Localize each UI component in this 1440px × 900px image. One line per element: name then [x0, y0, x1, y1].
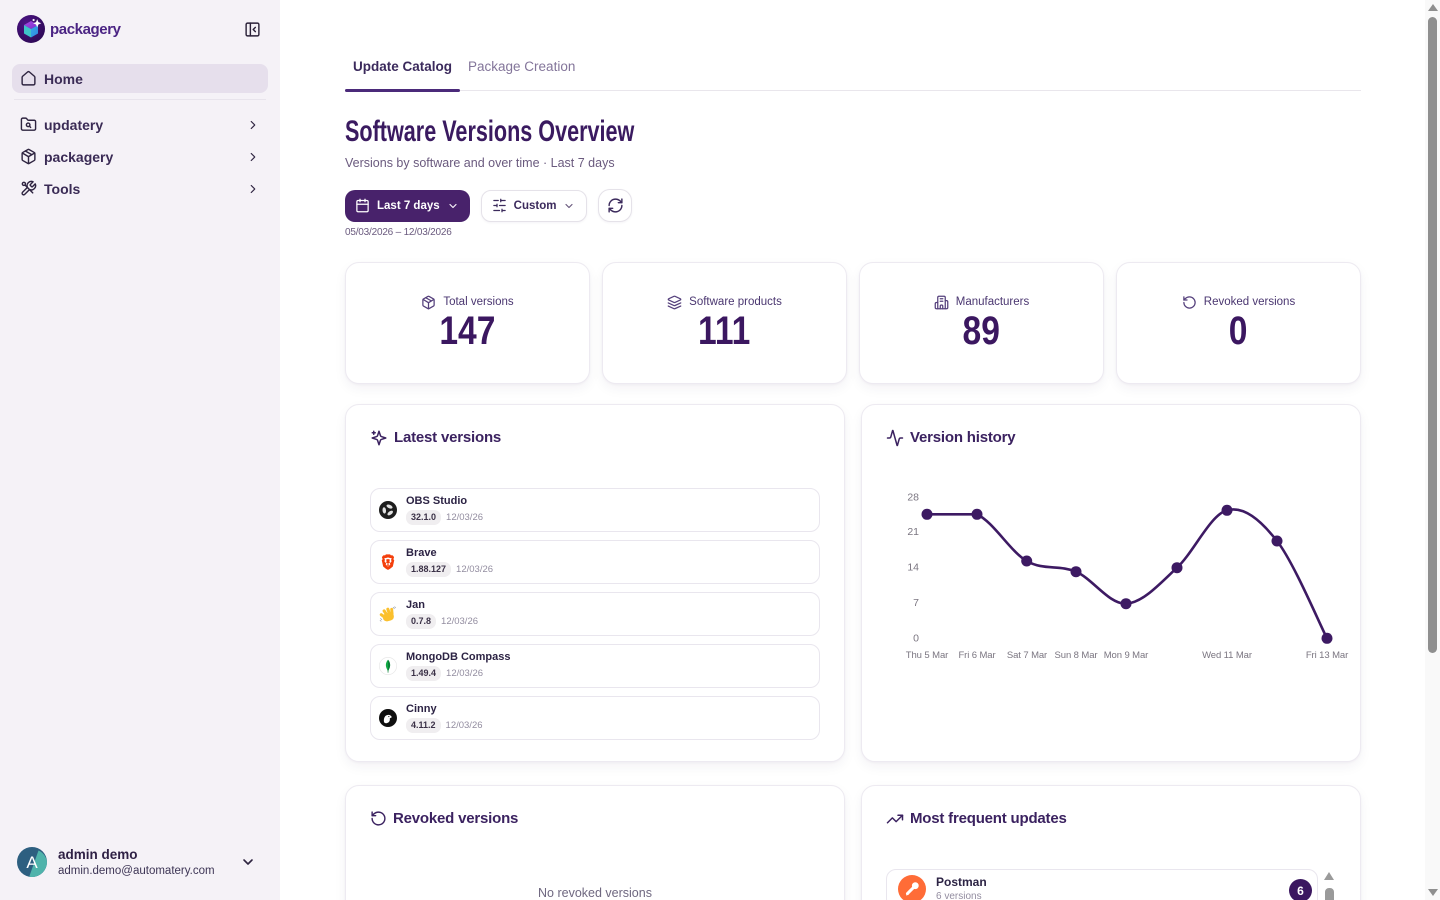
svg-text:21: 21 — [907, 526, 919, 538]
svg-text:Wed 11 Mar: Wed 11 Mar — [1202, 650, 1252, 661]
svg-text:0: 0 — [913, 632, 919, 644]
svg-text:14: 14 — [907, 561, 919, 573]
svg-text:A: A — [26, 853, 38, 872]
svg-text:Mon 9 Mar: Mon 9 Mar — [1104, 650, 1149, 661]
svg-text:28: 28 — [907, 491, 919, 503]
svg-text:Thu 5 Mar: Thu 5 Mar — [906, 650, 948, 661]
svg-text:Sun 8 Mar: Sun 8 Mar — [1055, 650, 1098, 661]
svg-text:Sat 7 Mar: Sat 7 Mar — [1007, 650, 1047, 661]
svg-text:7: 7 — [913, 597, 919, 609]
svg-text:Fri 13 Mar: Fri 13 Mar — [1306, 650, 1348, 661]
svg-text:Fri 6 Mar: Fri 6 Mar — [958, 650, 995, 661]
